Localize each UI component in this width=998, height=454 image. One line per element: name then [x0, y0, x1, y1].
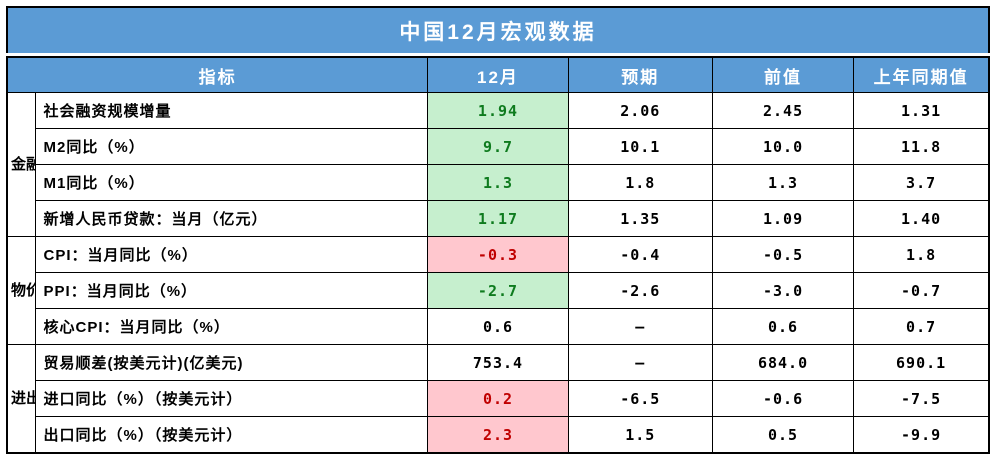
table-row: 出口同比（%）（按美元计） 2.3 1.5 0.5 -9.9: [7, 416, 990, 454]
value-forecast: -6.5: [567, 380, 713, 417]
value-december: 1.94: [427, 92, 569, 129]
value-last-year: 1.31: [853, 92, 990, 129]
row-group-label-prices: 物价: [6, 236, 36, 345]
value-forecast: 1.35: [567, 200, 713, 237]
value-forecast: –: [567, 308, 713, 345]
value-previous: -0.6: [711, 380, 855, 417]
row-group-label-finance: 金融: [6, 92, 36, 237]
table-row: 金融 社会融资规模增量 1.94 2.06 2.45 1.31: [6, 92, 990, 237]
value-forecast: 1.8: [567, 164, 713, 201]
value-last-year: 11.8: [853, 128, 990, 165]
indicator-label: PPI：当月同比（%）: [34, 272, 429, 309]
value-december: 1.3: [427, 164, 569, 201]
value-previous: 1.3: [711, 164, 855, 201]
indicator-label: 贸易顺差(按美元计)(亿美元): [34, 344, 429, 381]
value-previous: 1.09: [711, 200, 855, 237]
value-forecast: -2.6: [567, 272, 713, 309]
value-last-year: 3.7: [853, 164, 990, 201]
indicator-label: 新增人民币贷款：当月（亿元）: [34, 200, 429, 237]
column-header-december: 12月: [427, 56, 569, 93]
indicator-label: 出口同比（%）（按美元计）: [34, 416, 429, 454]
value-previous: -0.5: [711, 236, 855, 273]
value-forecast: 1.5: [567, 416, 713, 454]
value-last-year: -9.9: [853, 416, 990, 454]
table-row: 核心CPI：当月同比（%） 0.6 – 0.6 0.7: [7, 308, 990, 345]
table-row: 进出口 贸易顺差(按美元计)(亿美元) 753.4 – 684.0 690.1: [6, 344, 990, 454]
table-title: 中国12月宏观数据: [6, 6, 990, 53]
value-december: -2.7: [427, 272, 569, 309]
column-header-forecast: 预期: [567, 56, 713, 93]
value-last-year: 690.1: [853, 344, 990, 381]
value-previous: 0.6: [711, 308, 855, 345]
value-december: 0.6: [427, 308, 569, 345]
indicator-label: 核心CPI：当月同比（%）: [34, 308, 429, 345]
value-previous: 684.0: [711, 344, 855, 381]
value-forecast: –: [567, 344, 713, 381]
indicator-label: M1同比（%）: [34, 164, 429, 201]
value-last-year: -7.5: [853, 380, 990, 417]
value-previous: -3.0: [711, 272, 855, 309]
value-previous: 0.5: [711, 416, 855, 454]
macro-data-table: 指标 12月 预期 前值 上年同期值 金融 社会融资规模增量 1.94 2.06…: [6, 56, 990, 454]
value-previous: 2.45: [711, 92, 855, 129]
column-header-previous: 前值: [711, 56, 855, 93]
table-row: PPI：当月同比（%） -2.7 -2.6 -3.0 -0.7: [7, 272, 990, 309]
macro-table-sheet: 中国12月宏观数据 指标 12月 预期 前值 上年同期值 金融 社会融资规模增量…: [6, 6, 990, 454]
table-row: 新增人民币贷款：当月（亿元） 1.17 1.35 1.09 1.40: [7, 200, 990, 237]
value-december: 2.3: [427, 416, 569, 454]
row-group-label-trade: 进出口: [6, 344, 36, 454]
table-row: 物价 CPI：当月同比（%） -0.3 -0.4 -0.5 1.8: [6, 236, 990, 345]
column-header-indicator: 指标: [6, 56, 429, 93]
value-last-year: 1.40: [853, 200, 990, 237]
value-forecast: -0.4: [567, 236, 713, 273]
indicator-label: 进口同比（%）（按美元计）: [34, 380, 429, 417]
value-december: 753.4: [427, 344, 569, 381]
value-december: 9.7: [427, 128, 569, 165]
value-previous: 10.0: [711, 128, 855, 165]
header-row: 指标 12月 预期 前值 上年同期值: [6, 56, 990, 93]
value-december: -0.3: [427, 236, 569, 273]
indicator-label: 社会融资规模增量: [34, 92, 429, 129]
column-header-last-year: 上年同期值: [853, 56, 990, 93]
indicator-label: CPI：当月同比（%）: [34, 236, 429, 273]
indicator-label: M2同比（%）: [34, 128, 429, 165]
value-december: 1.17: [427, 200, 569, 237]
value-last-year: 1.8: [853, 236, 990, 273]
value-forecast: 2.06: [567, 92, 713, 129]
value-last-year: -0.7: [853, 272, 990, 309]
value-last-year: 0.7: [853, 308, 990, 345]
table-row: M2同比（%） 9.7 10.1 10.0 11.8: [7, 128, 990, 165]
table-row: M1同比（%） 1.3 1.8 1.3 3.7: [7, 164, 990, 201]
value-forecast: 10.1: [567, 128, 713, 165]
value-december: 0.2: [427, 380, 569, 417]
table-row: 进口同比（%）（按美元计） 0.2 -6.5 -0.6 -7.5: [7, 380, 990, 417]
